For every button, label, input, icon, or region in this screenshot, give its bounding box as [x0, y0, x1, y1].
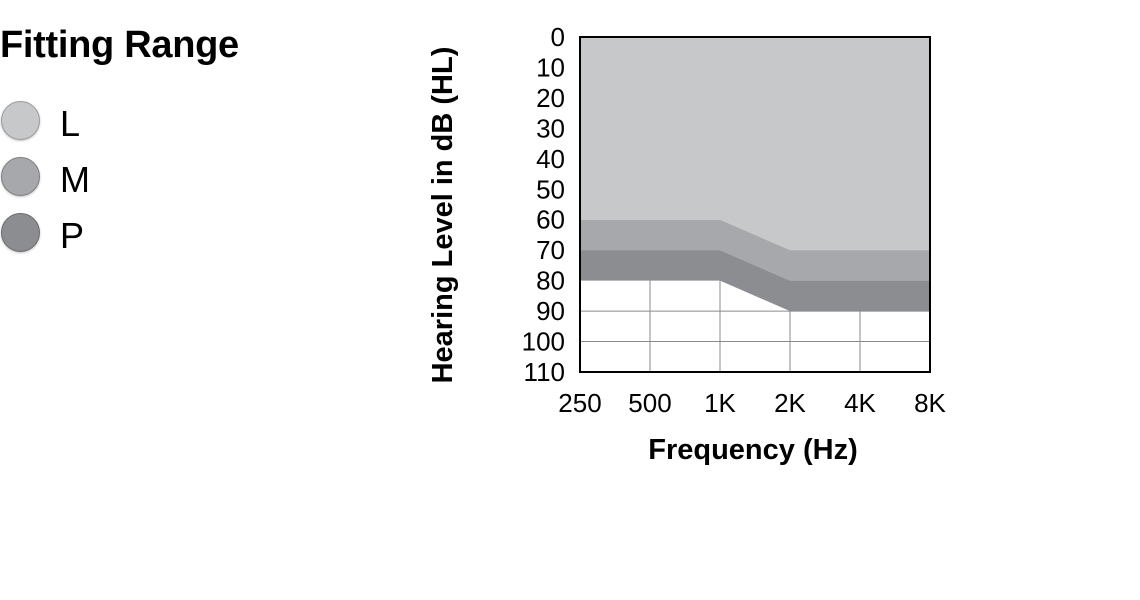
svg-text:500: 500: [628, 388, 671, 418]
svg-text:110: 110: [524, 357, 565, 387]
svg-text:10: 10: [536, 53, 565, 83]
svg-text:8K: 8K: [914, 388, 946, 418]
svg-text:100: 100: [522, 327, 565, 357]
svg-text:0: 0: [551, 22, 565, 52]
svg-text:90: 90: [536, 296, 565, 326]
svg-text:70: 70: [536, 235, 565, 265]
svg-text:250: 250: [558, 388, 601, 418]
svg-text:40: 40: [536, 144, 565, 174]
svg-text:20: 20: [536, 83, 565, 113]
svg-text:50: 50: [536, 174, 565, 204]
svg-text:1K: 1K: [704, 388, 736, 418]
svg-text:30: 30: [536, 113, 565, 143]
svg-text:Frequency (Hz): Frequency (Hz): [648, 434, 857, 466]
svg-text:60: 60: [536, 205, 565, 235]
svg-text:2K: 2K: [774, 388, 806, 418]
svg-text:4K: 4K: [844, 388, 876, 418]
svg-text:80: 80: [536, 266, 565, 296]
svg-text:Hearing Level in dB (HL): Hearing Level in dB (HL): [427, 47, 459, 384]
